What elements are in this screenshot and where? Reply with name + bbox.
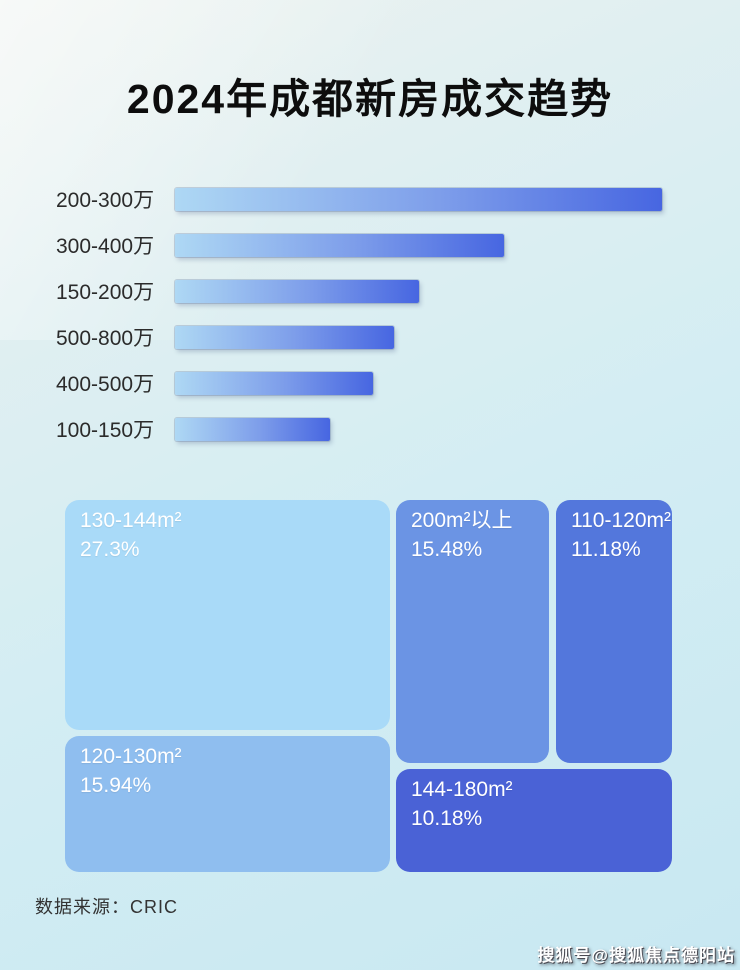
treemap-box-110-120: 110-120m² 11.18% [556,500,672,763]
treemap-value: 10.18% [411,806,483,830]
treemap-value: 15.94% [80,773,152,797]
treemap-value: 27.3% [80,537,140,561]
bar-300-400 [175,233,504,257]
data-source-note: 数据来源：CRIC [35,897,178,917]
treemap-box-130-144: 130-144m² 27.3% [65,500,390,730]
bar-200-300 [175,187,662,211]
bar-label: 150-200万 [56,281,155,304]
treemap-label: 144-180m² [411,778,513,801]
bar-label: 400-500万 [56,373,155,396]
treemap-box-200-plus: 200m²以上 15.48% [396,500,549,763]
bar-label: 300-400万 [56,235,155,258]
bar-400-500 [175,371,373,395]
treemap-label: 130-144m² [80,509,182,532]
treemap-box-144-180: 144-180m² 10.18% [396,769,672,872]
bar-label: 500-800万 [56,327,155,350]
watermark-sohu-account: 搜狐号@搜狐焦点德阳站 [537,946,735,965]
treemap-value: 11.18% [571,537,641,561]
treemap-label: 110-120m² [571,509,671,532]
bar-150-200 [175,279,419,303]
bar-500-800 [175,325,394,349]
treemap-box-120-130: 120-130m² 15.94% [65,736,390,872]
bar-label: 100-150万 [56,419,155,442]
treemap-label: 120-130m² [80,745,182,768]
treemap-value: 15.48% [411,537,483,561]
bar-100-150 [175,417,330,441]
bar-label: 200-300万 [56,189,155,212]
treemap-label: 200m²以上 [411,509,513,532]
page-title: 2024年成都新房成交趋势 [126,76,614,123]
